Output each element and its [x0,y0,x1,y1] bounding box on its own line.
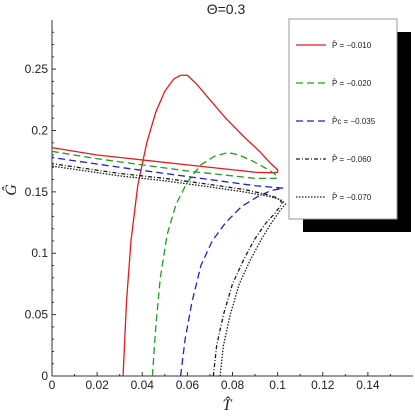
series-layer [51,74,287,377]
x-axis-title: T̂ [223,395,233,414]
x-tick-label: 0.02 [85,378,109,392]
y-tick-label: 0.1 [31,246,48,260]
series-line-1 [51,74,279,377]
legend-label-3: P̂ᴄ = −0.035 [332,117,376,126]
x-tick-label: 0.12 [311,378,335,392]
legend-label-5: P̂ = −0.070 [332,193,372,202]
legend: P̂ = −0.010 P̂ = −0.020 P̂ᴄ = −0.035 P̂ = −… [288,18,411,232]
legend-label-1: P̂ = −0.010 [332,41,372,50]
legend-label-2: P̂ = −0.020 [332,79,372,88]
y-tick-label: 0.05 [25,308,49,322]
legend-label-4: P̂ = −0.060 [332,155,372,164]
y-tick-label: 0.2 [31,123,48,137]
x-tick-label: 0 [49,378,56,392]
x-tick-label: 0.06 [176,378,200,392]
y-tick-label: 0 [41,369,48,383]
series-line-4 [51,162,283,377]
legend-items: P̂ = −0.010 P̂ = −0.020 P̂ᴄ = −0.035 P̂ = −… [296,41,376,202]
axes: 0 0.02 0.04 0.06 0.08 0.1 0.12 0.14 0 0.05 0.1 0.15… [25,20,413,392]
y-tick-label: 0.25 [25,62,49,76]
series-line-2 [51,150,279,377]
series-line-5 [51,165,287,377]
chart-title: Θ=0.3 [207,1,246,17]
x-tick-label: 0.08 [221,378,245,392]
legend-box [288,18,398,220]
y-axis-title: Ĝ [1,184,20,196]
x-tick-label: 0.04 [131,378,155,392]
y-tick-label: 0.15 [25,185,49,199]
x-tick-label: 0.14 [356,378,380,392]
x-tick-label: 0.1 [269,378,286,392]
